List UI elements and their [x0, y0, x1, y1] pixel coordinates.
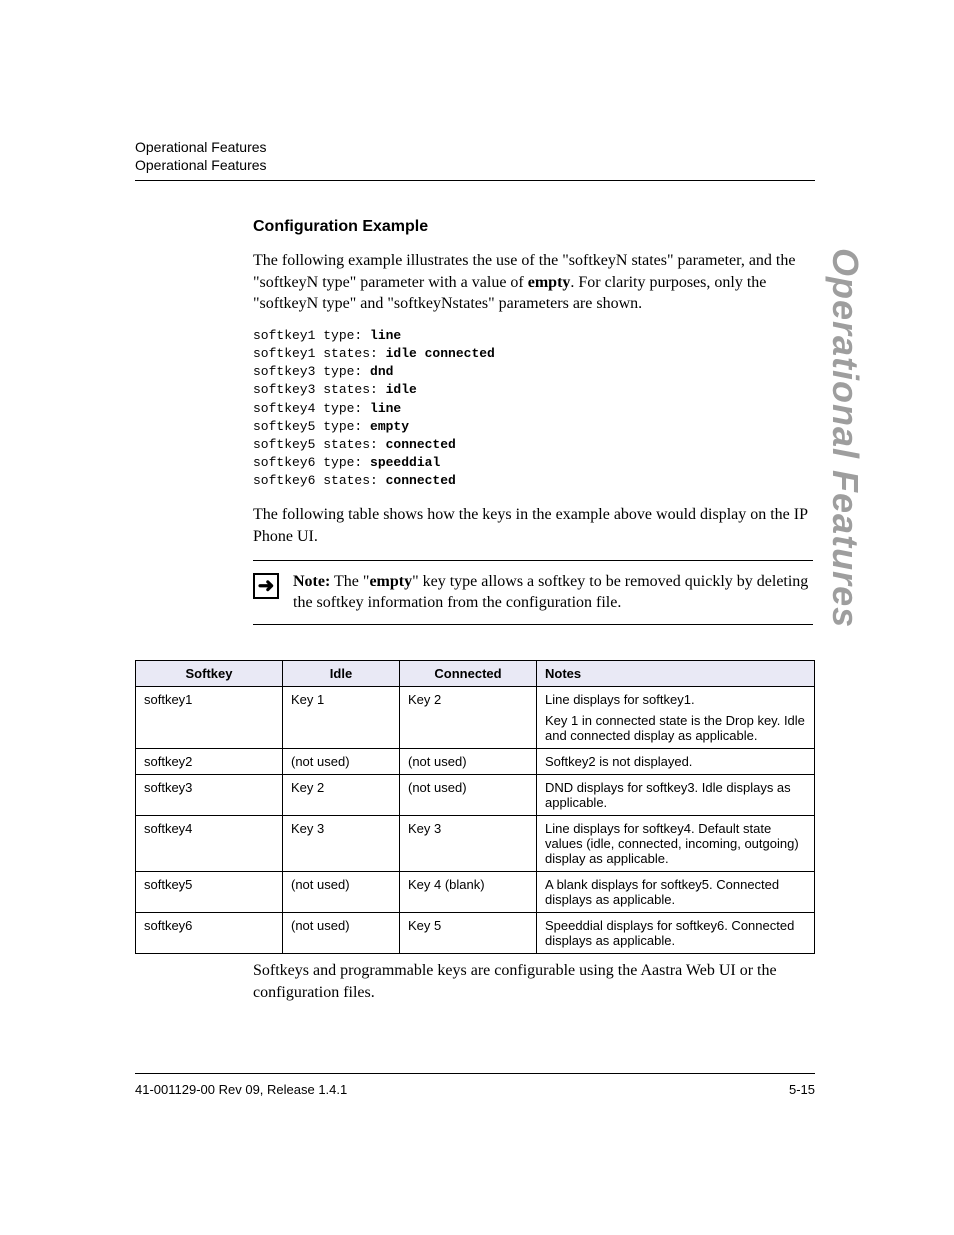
table-row: softkey4Key 3Key 3Line displays for soft… — [136, 816, 815, 872]
td-idle: (not used) — [283, 872, 400, 913]
td-idle: (not used) — [283, 913, 400, 954]
table-row: softkey3Key 2(not used)DND displays for … — [136, 775, 815, 816]
td-connected: Key 3 — [400, 816, 537, 872]
document-page: Operational Features Operational Feature… — [0, 0, 954, 1235]
td-connected: Key 2 — [400, 687, 537, 749]
footer-rule — [135, 1073, 815, 1074]
note-pre: The " — [330, 573, 369, 590]
td-idle: (not used) — [283, 749, 400, 775]
th-idle: Idle — [283, 661, 400, 687]
note-bold: empty — [369, 573, 412, 590]
after-table-block: Softkeys and programmable keys are confi… — [253, 960, 813, 1015]
td-notes: DND displays for softkey3. Idle displays… — [537, 775, 815, 816]
table-row: softkey5(not used)Key 4 (blank)A blank d… — [136, 872, 815, 913]
td-softkey: softkey4 — [136, 816, 283, 872]
td-softkey: softkey2 — [136, 749, 283, 775]
td-idle: Key 1 — [283, 687, 400, 749]
td-connected: Key 5 — [400, 913, 537, 954]
header-line-1: Operational Features — [135, 138, 815, 156]
table-intro-paragraph: The following table shows how the keys i… — [253, 504, 813, 547]
td-softkey: softkey5 — [136, 872, 283, 913]
td-softkey: softkey3 — [136, 775, 283, 816]
td-connected: (not used) — [400, 775, 537, 816]
footer-right: 5-15 — [789, 1082, 815, 1097]
table-row: softkey6(not used)Key 5Speeddial display… — [136, 913, 815, 954]
table-row: softkey1Key 1Key 2Line displays for soft… — [136, 687, 815, 749]
code-example: softkey1 type: line softkey1 states: idl… — [253, 327, 813, 491]
note-arrow-icon: ➜ — [253, 573, 279, 599]
intro-paragraph: The following example illustrates the us… — [253, 250, 813, 315]
table-header-row: Softkey Idle Connected Notes — [136, 661, 815, 687]
td-notes: A blank displays for softkey5. Connected… — [537, 872, 815, 913]
td-softkey: softkey1 — [136, 687, 283, 749]
th-connected: Connected — [400, 661, 537, 687]
section-title: Configuration Example — [253, 218, 813, 236]
td-softkey: softkey6 — [136, 913, 283, 954]
td-connected: (not used) — [400, 749, 537, 775]
header-rule — [135, 180, 815, 181]
intro-bold: empty — [528, 274, 571, 291]
softkey-table: Softkey Idle Connected Notes softkey1Key… — [135, 660, 815, 954]
note-box: ➜ Note: The "empty" key type allows a so… — [253, 560, 813, 625]
td-idle: Key 3 — [283, 816, 400, 872]
td-connected: Key 4 (blank) — [400, 872, 537, 913]
after-table-paragraph: Softkeys and programmable keys are confi… — [253, 960, 813, 1003]
note-label: Note: — [293, 573, 330, 590]
note-text: Note: The "empty" key type allows a soft… — [293, 571, 813, 614]
td-notes: Speeddial displays for softkey6. Connect… — [537, 913, 815, 954]
running-header: Operational Features Operational Feature… — [135, 138, 815, 174]
th-notes: Notes — [537, 661, 815, 687]
main-content: Configuration Example The following exam… — [253, 218, 813, 643]
th-softkey: Softkey — [136, 661, 283, 687]
side-tab-label: Operational Features — [824, 248, 866, 628]
td-notes: Line displays for softkey1.Key 1 in conn… — [537, 687, 815, 749]
header-line-2: Operational Features — [135, 156, 815, 174]
table-row: softkey2(not used)(not used)Softkey2 is … — [136, 749, 815, 775]
td-idle: Key 2 — [283, 775, 400, 816]
td-notes: Line displays for softkey4. Default stat… — [537, 816, 815, 872]
footer-left: 41-001129-00 Rev 09, Release 1.4.1 — [135, 1082, 347, 1097]
td-notes: Softkey2 is not displayed. — [537, 749, 815, 775]
